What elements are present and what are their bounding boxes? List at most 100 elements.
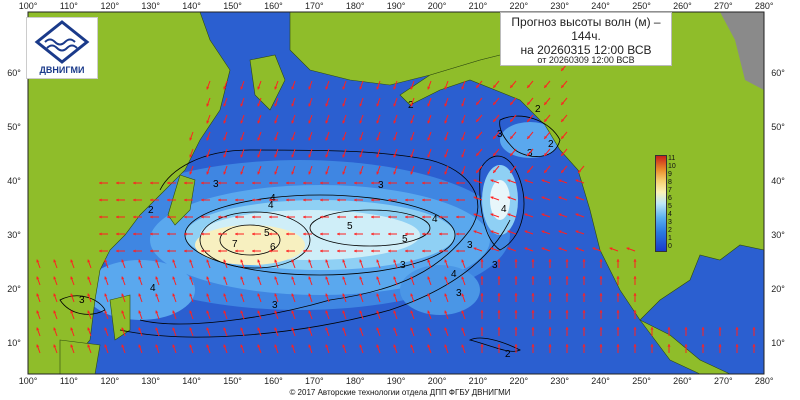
wave-arrow-head [291,120,295,124]
wave-arrow-head [121,310,125,314]
longitude-tick-label: 280° [755,1,774,11]
wave-arrow-head [439,249,442,253]
wave-arrow-head [371,232,374,236]
wave-arrow-head [582,327,586,330]
wave-arrow-head [633,259,637,262]
wave-arrow-head [53,310,57,314]
wave-arrow-head [359,120,363,124]
wave-arrow-head [510,169,514,173]
longitude-tick-label: 170° [305,376,324,386]
wave-arrow-head [155,344,159,348]
wave-arrow-head [155,327,159,331]
wave-arrow-head [497,327,501,330]
wave-arrow-head [99,249,102,253]
wave-arrow-head [342,293,346,297]
contour-label: 2 [148,205,154,216]
wave-arrow-head [172,259,176,263]
wave-arrow-head [427,259,431,263]
wave-arrow-head [274,137,278,141]
colorbar-tick-label: 6 [668,195,672,202]
longitude-tick-label: 100° [19,376,38,386]
wave-arrow-head [201,181,204,185]
wave-arrow-head [371,181,374,185]
wave-arrow-head [476,152,480,156]
wave-arrow-head [633,327,637,330]
wave-arrow-head [371,198,374,202]
wave-arrow-head [456,249,459,253]
wave-arrow-head [507,179,511,183]
wave-arrow-head [752,344,756,347]
wave-arrow-head [527,169,531,173]
wave-arrow-head [167,198,170,202]
wave-arrow-head [461,344,465,348]
wave-arrow-head [667,344,671,347]
wave-arrow-head [240,103,244,107]
wave-arrow-head [133,249,136,253]
wave-arrow-head [667,327,671,330]
wave-arrow-head [582,276,586,279]
wave-arrow-head [252,249,255,253]
contour-label: 4 [451,269,457,280]
colorbar-tick-label: 4 [668,211,672,218]
wave-arrow-head [201,249,204,253]
wave-arrow-head [490,213,494,217]
contour-label-group: 3 4 5 6 7 5 5 4 3 3 2 3 2 3 4 4 3 2 4 3 … [79,100,554,360]
wave-arrow-head [359,171,363,175]
wave-arrow-head [320,249,323,253]
wave-arrow-head [240,171,244,175]
wave-arrow-head [565,293,569,296]
longitude-labels-bottom: 100° 110° 120° 130° 140° 150° 160° 170° 180° 190°… [19,376,774,386]
wave-arrow-head [99,181,102,185]
longitude-tick-label: 240° [591,1,610,11]
colorbar-tick-label: 8 [668,179,672,186]
latitude-tick-label: 30° [7,230,21,240]
wave-arrow-head [206,120,210,124]
contour-label: 5 [264,228,270,239]
wave-arrow-head [541,230,545,234]
wave-arrow-head [70,276,74,280]
wave-arrow-head [444,171,448,175]
wave-arrow-head [531,293,535,296]
wave-arrow-head [223,276,227,280]
longitude-tick-label: 170° [305,1,324,11]
contour-label: 6 [270,242,276,253]
wave-arrow-head [70,310,74,314]
wave-arrow-head [616,293,620,296]
wave-arrow-head [461,293,465,297]
wave-arrow-head [393,344,397,348]
wave-arrow-head [558,196,562,200]
wave-arrow-head [116,215,119,219]
wave-arrow-head [548,327,552,330]
wave-arrow-head [121,276,125,280]
wave-arrow-head [633,310,637,313]
wave-arrow-head [257,310,261,314]
wave-arrow-head [240,86,244,90]
wave-arrow-head [269,215,272,219]
wave-arrow-head [320,181,323,185]
wave-arrow-head [461,86,465,90]
wave-arrow-head [371,249,374,253]
wave-arrow-head [325,293,329,297]
latitude-tick-label: 40° [7,176,21,186]
contour-label: 5 [402,234,408,245]
wave-arrow-head [444,120,448,124]
wave-arrow-head [510,101,514,105]
wave-arrow-head [444,310,448,314]
wave-arrow-head [480,310,484,313]
wave-arrow-head [206,276,210,280]
wave-arrow-head [422,215,425,219]
contour-label: 4 [150,283,156,294]
wave-arrow-head [155,259,159,263]
contour-label: 3 [467,240,473,251]
wave-arrow-head [257,259,261,263]
wave-arrow-head [172,310,176,314]
wave-arrow-head [531,259,535,262]
wave-arrow-head [240,137,244,141]
wave-arrow-head [476,169,480,173]
wave-arrow-head [218,249,221,253]
title-line-4: от 20260309 12:00 ВСВ [537,55,635,65]
wave-arrow-head [325,103,329,107]
longitude-tick-label: 260° [673,1,692,11]
longitude-tick-label: 210° [469,1,488,11]
wave-arrow-head [104,327,108,331]
